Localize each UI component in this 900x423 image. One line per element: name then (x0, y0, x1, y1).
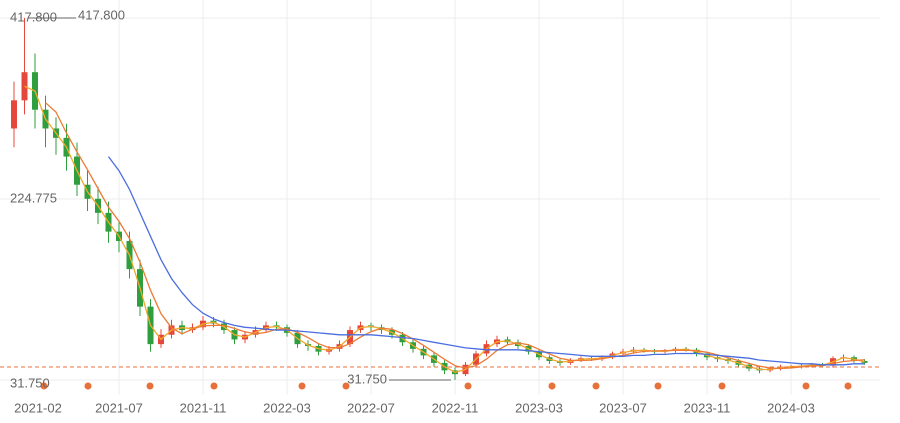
event-dot (40, 382, 48, 390)
event-dot (548, 382, 556, 390)
event-dot (146, 382, 154, 390)
x-tick-label: 2023-07 (599, 400, 647, 415)
candle-body (11, 100, 17, 129)
candle-body (861, 361, 868, 363)
event-dot (84, 382, 92, 390)
grid (0, 0, 880, 395)
x-tick-label: 2023-03 (515, 400, 563, 415)
x-tick-label: 2021-11 (180, 400, 227, 415)
ma-line (45, 102, 865, 370)
event-dot (298, 382, 306, 390)
event-dot (844, 382, 852, 390)
event-dot (654, 382, 662, 390)
event-dot (718, 382, 726, 390)
event-dot (802, 382, 810, 390)
y-tick-label: 224.775 (10, 190, 57, 205)
x-tick-label: 2023-11 (684, 400, 731, 415)
event-dot (464, 382, 472, 390)
x-tick-label: 2022-07 (347, 400, 395, 415)
x-tick-label: 2022-11 (432, 400, 479, 415)
x-tick-label: 2021-02 (14, 400, 62, 415)
event-dot (592, 382, 600, 390)
event-dot (342, 382, 350, 390)
event-dots (40, 382, 852, 390)
x-tick-label: 2021-07 (95, 400, 143, 415)
x-tick-label: 2022-03 (263, 400, 311, 415)
candle-body (21, 72, 28, 101)
event-dot (210, 382, 218, 390)
max-label: 417.800 (78, 7, 125, 22)
x-tick-label: 2024-03 (767, 400, 815, 415)
ma-line (107, 156, 865, 366)
min-label: 31.750 (347, 371, 387, 386)
y-tick-label: 417.800 (10, 9, 57, 24)
y-tick-label: 31.750 (10, 375, 50, 390)
